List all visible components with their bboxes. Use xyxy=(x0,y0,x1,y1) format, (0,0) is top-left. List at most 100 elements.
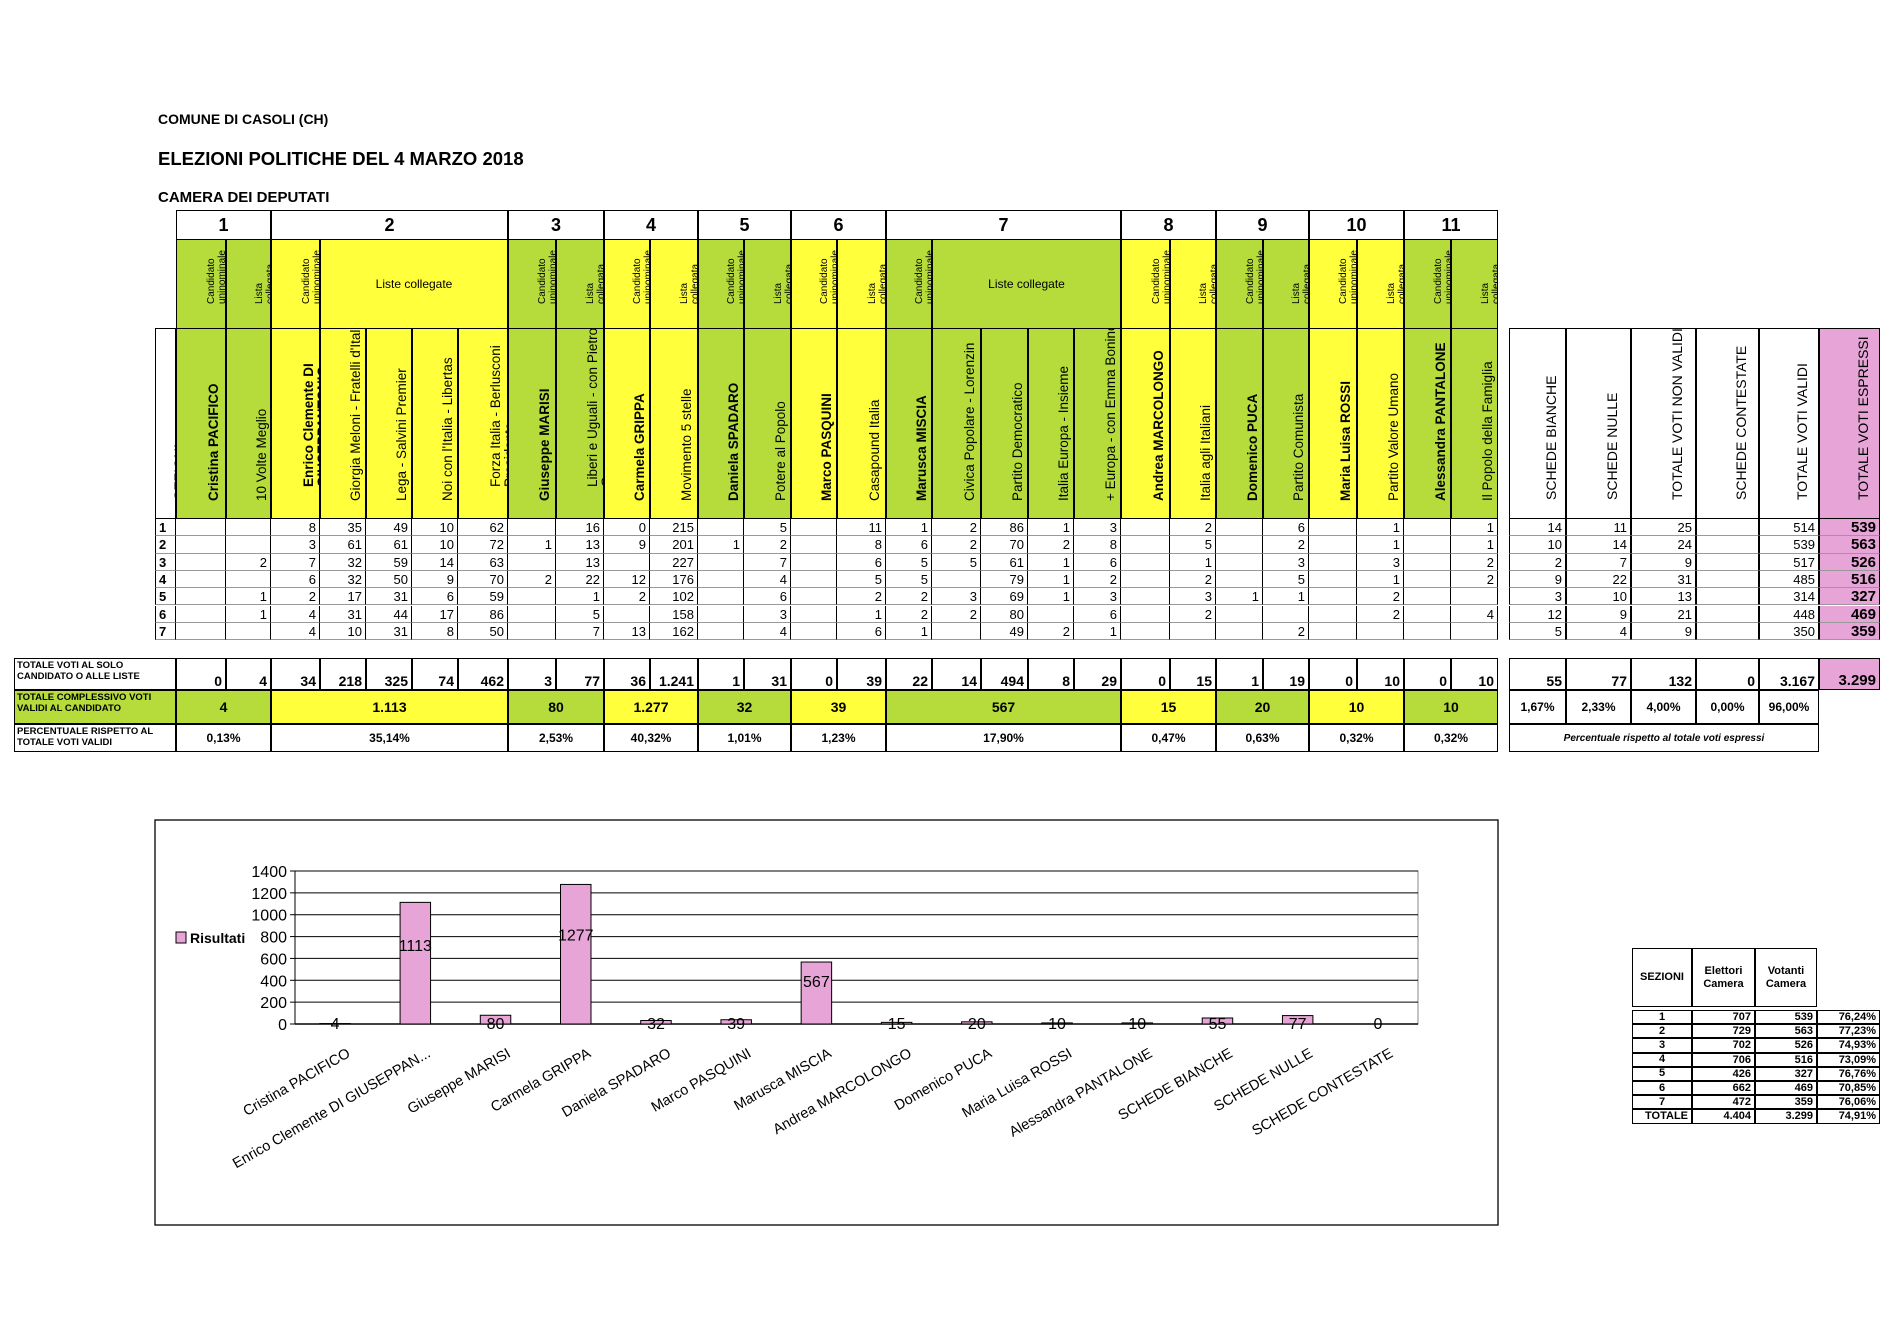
subheader-label: Candidato uninominale xyxy=(1244,250,1263,304)
summary-total: 132 xyxy=(1631,658,1696,690)
column-name: Partito Democratico xyxy=(1009,382,1025,501)
list-header: Forza Italia - Berlusconi Presidente xyxy=(458,328,508,519)
vote-cell: 1 xyxy=(1028,570,1074,589)
vote-cell: 1 xyxy=(1028,553,1074,571)
subheader-label: Candidato uninominale xyxy=(1432,250,1451,304)
summary-cell: 10 xyxy=(1566,588,1631,606)
group-percent: 35,14% xyxy=(271,724,508,752)
summary-cell: 10 xyxy=(1509,536,1566,554)
summary-cell: 24 xyxy=(1631,536,1696,554)
vote-cell: 1 xyxy=(1451,519,1498,537)
subheader-label: Candidato uninominale xyxy=(726,250,744,304)
group-percent: 40,32% xyxy=(604,724,698,752)
turnout-cell: 702 xyxy=(1692,1038,1755,1053)
subheader-liste: Liste collegate xyxy=(320,240,508,328)
chart-bar xyxy=(880,1021,913,1025)
vote-cell: 1 xyxy=(1263,588,1309,606)
vote-cell xyxy=(698,605,744,623)
list-header: Casapound Italia xyxy=(837,328,886,519)
vote-cell xyxy=(604,605,650,623)
turnout-cell: 707 xyxy=(1692,1010,1755,1025)
vote-cell: 2 xyxy=(1028,622,1074,641)
vote-cell: 5 xyxy=(837,570,886,589)
summary-cell: 469 xyxy=(1819,605,1880,623)
summary-cell: 22 xyxy=(1566,570,1631,589)
column-name: Maria Luisa ROSSI xyxy=(1338,380,1353,501)
candidate-header: Carmela GRIPPA xyxy=(604,328,650,519)
total-cell: 10 xyxy=(1357,658,1404,690)
vote-cell: 3 xyxy=(1357,553,1404,571)
summary-header: TOTALE VOTI ESPRESSI xyxy=(1819,328,1880,519)
x-tick-label: SCHEDE NULLE xyxy=(1211,1045,1316,1115)
x-tick-label: Maria Luisa ROSSI xyxy=(960,1046,1075,1122)
vote-cell: 2 xyxy=(837,588,886,606)
summary-cell xyxy=(1696,519,1759,537)
summary-cell xyxy=(1696,536,1759,554)
turnout-cell: 539 xyxy=(1755,1010,1817,1025)
turnout-cell: 359 xyxy=(1755,1095,1817,1110)
vote-cell: 79 xyxy=(981,570,1028,589)
vote-cell: 59 xyxy=(366,553,412,571)
vote-cell: 16 xyxy=(556,519,604,537)
column-name: Carmela GRIPPA xyxy=(632,393,647,501)
total-cell: 77 xyxy=(556,658,604,690)
vote-cell xyxy=(791,588,837,606)
subheader-label: Candidato uninominale xyxy=(300,250,320,304)
total-cell: 14 xyxy=(932,658,981,690)
chart-bar xyxy=(961,1021,993,1025)
vote-cell: 1 xyxy=(1357,570,1404,589)
total-cell: 74 xyxy=(412,658,458,690)
vote-cell: 1 xyxy=(556,588,604,606)
total-cell: 1.241 xyxy=(650,658,698,690)
vote-cell xyxy=(1121,588,1170,606)
total-cell: 1 xyxy=(698,658,744,690)
group-number: 1 xyxy=(176,210,271,240)
y-tick-label: 1200 xyxy=(251,886,287,903)
chart-bar xyxy=(399,901,432,1025)
list-header: Movimento 5 stelle xyxy=(650,328,698,519)
vote-cell xyxy=(791,536,837,554)
vote-cell xyxy=(698,553,744,571)
section-number: 6 xyxy=(155,605,176,623)
vote-cell xyxy=(1309,553,1357,571)
vote-cell: 215 xyxy=(650,519,698,537)
summary-cell: 539 xyxy=(1759,536,1819,554)
vote-cell xyxy=(1404,553,1451,571)
vote-cell xyxy=(791,553,837,571)
y-tick-label: 1400 xyxy=(251,864,287,881)
section-number: 5 xyxy=(155,588,176,606)
summary-total: 55 xyxy=(1509,658,1566,690)
vote-cell: 1 xyxy=(226,605,271,623)
summary-name: TOTALE VOTI ESPRESSI xyxy=(1854,336,1871,501)
total-cell: 325 xyxy=(366,658,412,690)
vote-cell: 8 xyxy=(271,519,320,537)
group-number: 5 xyxy=(698,210,791,240)
summary-name: SCHEDE NULLE xyxy=(1603,392,1620,501)
legend-label: Risultati xyxy=(190,930,245,946)
vote-cell xyxy=(1309,605,1357,623)
column-name: Marco PASQUINI xyxy=(819,393,834,501)
candidate-header: Daniela SPADARO xyxy=(698,328,744,519)
vote-cell: 32 xyxy=(320,553,366,571)
turnout-header-blank xyxy=(1817,948,1880,1007)
vote-cell: 49 xyxy=(366,519,412,537)
turnout-cell: 563 xyxy=(1755,1024,1817,1039)
total-cell: 0 xyxy=(1404,658,1451,690)
summary-percent: 1,67% xyxy=(1509,690,1566,724)
vote-cell: 2 xyxy=(271,588,320,606)
turnout-cell: 526 xyxy=(1755,1038,1817,1053)
vote-cell: 13 xyxy=(604,622,650,641)
group-percent: 0,32% xyxy=(1404,724,1498,752)
subheader-label: Candidato uninominale xyxy=(1338,250,1357,304)
summary-percent: 2,33% xyxy=(1566,690,1631,724)
list-header: Italia Europa - Insieme xyxy=(1028,328,1074,519)
vote-cell: 11 xyxy=(837,519,886,537)
vote-cell: 6 xyxy=(837,622,886,641)
vote-cell: 4 xyxy=(271,605,320,623)
column-name: Daniela SPADARO xyxy=(726,382,741,501)
vote-cell: 1 xyxy=(886,519,932,537)
subheader-lista: Lista collegata xyxy=(1170,240,1216,328)
column-name: Movimento 5 stelle xyxy=(679,388,694,501)
summary-total: 0 xyxy=(1696,658,1759,690)
vote-cell: 2 xyxy=(1170,605,1216,623)
